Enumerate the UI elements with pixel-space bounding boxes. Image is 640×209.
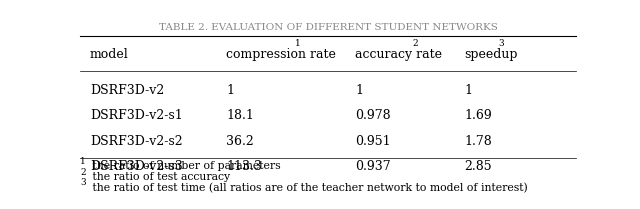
Text: model: model [90,48,129,61]
Text: DSRF3D-v2-s2: DSRF3D-v2-s2 [90,135,182,148]
Text: 0.978: 0.978 [355,109,391,122]
Text: compression rate: compression rate [227,48,336,61]
Text: 1: 1 [295,39,301,48]
Text: 2: 2 [80,167,86,177]
Text: 1: 1 [227,84,234,97]
Text: 0.951: 0.951 [355,135,391,148]
Text: accuracy rate: accuracy rate [355,48,442,61]
Text: 1: 1 [80,157,86,166]
Text: 3: 3 [80,178,86,187]
Text: 1.78: 1.78 [465,135,492,148]
Text: 2: 2 [412,39,418,48]
Text: 0.937: 0.937 [355,160,391,173]
Text: 36.2: 36.2 [227,135,254,148]
Text: the ratio of test accuracy: the ratio of test accuracy [89,172,230,182]
Text: DSRF3D-v2-s1: DSRF3D-v2-s1 [90,109,182,122]
Text: the ratio of number of parameters: the ratio of number of parameters [89,161,280,171]
Text: speedup: speedup [465,48,518,61]
Text: TABLE 2. EVALUATION OF DIFFERENT STUDENT NETWORKS: TABLE 2. EVALUATION OF DIFFERENT STUDENT… [159,23,497,32]
Text: 1: 1 [355,84,364,97]
Text: 1.69: 1.69 [465,109,492,122]
Text: 2.85: 2.85 [465,160,492,173]
Text: 1: 1 [465,84,472,97]
Text: DSRF3D-v2: DSRF3D-v2 [90,84,164,97]
Text: 113.3: 113.3 [227,160,262,173]
Text: DSRF3D-v2-s3: DSRF3D-v2-s3 [90,160,182,173]
Text: 18.1: 18.1 [227,109,254,122]
Text: 3: 3 [498,39,504,48]
Text: the ratio of test time (all ratios are of the teacher network to model of intere: the ratio of test time (all ratios are o… [89,183,527,193]
